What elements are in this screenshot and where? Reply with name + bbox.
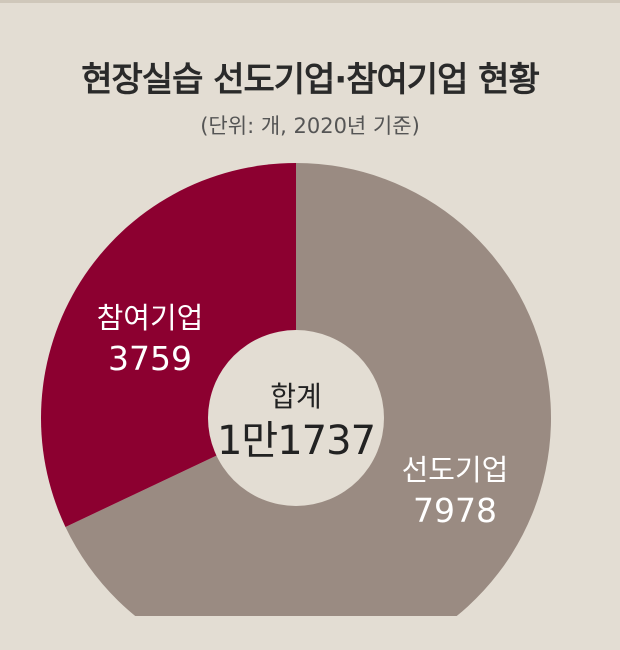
slice-label-value: 3759 <box>108 339 192 378</box>
chart-title: 현장실습 선도기업·참여기업 현황 <box>81 60 540 100</box>
slice-label-name: 선도기업 <box>402 453 509 487</box>
top-border <box>0 0 620 3</box>
chart-subtitle: (단위: 개, 2020년 기준) <box>200 114 420 138</box>
total-value: 1만1737 <box>217 418 375 464</box>
total-label: 합계 <box>270 380 322 413</box>
center-circle <box>208 330 384 506</box>
slice-label-value: 7978 <box>413 491 497 530</box>
slice-label-name: 참여기업 <box>97 301 204 335</box>
